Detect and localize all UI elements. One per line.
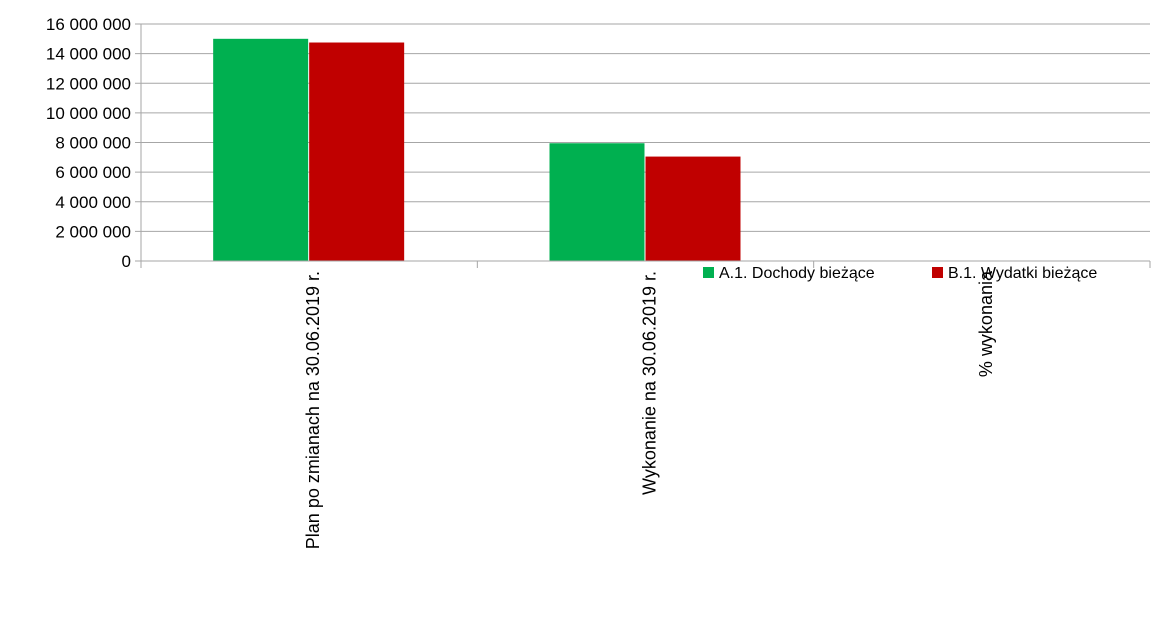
- y-tick-label: 12 000 000: [46, 74, 131, 93]
- legend: A.1. Dochody bieżące B.1. Wydatki bieżące: [703, 265, 1097, 282]
- legend-label: B.1. Wydatki bieżące: [948, 265, 1097, 282]
- axes: 0 2 000 000 4 000 000 6 000 000 8 000 000 10 …: [46, 15, 1151, 549]
- x-category-label: Wykonanie na 30.06.2019 r.: [640, 271, 660, 495]
- bars: [213, 38, 1077, 261]
- legend-swatch: [703, 267, 714, 278]
- x-category-label: Plan po zmianach na 30.06.2019 r.: [303, 271, 323, 549]
- legend-swatch: [932, 267, 943, 278]
- y-tick-label: 8 000 000: [55, 134, 131, 153]
- y-tick-label: 16 000 000: [46, 15, 131, 34]
- y-tick-label: 14 000 000: [46, 45, 131, 64]
- bar: [309, 42, 405, 261]
- y-tick-label: 0: [122, 252, 131, 271]
- y-tick-label: 6 000 000: [55, 163, 131, 182]
- bar: [213, 38, 309, 261]
- x-category-label: % wykonania: [976, 270, 996, 377]
- y-tick-label: 10 000 000: [46, 104, 131, 123]
- legend-label: A.1. Dochody bieżące: [719, 265, 875, 282]
- y-tick-label: 4 000 000: [55, 193, 131, 212]
- bar: [645, 156, 741, 261]
- y-tick-label: 2 000 000: [55, 222, 131, 241]
- bar: [549, 143, 645, 261]
